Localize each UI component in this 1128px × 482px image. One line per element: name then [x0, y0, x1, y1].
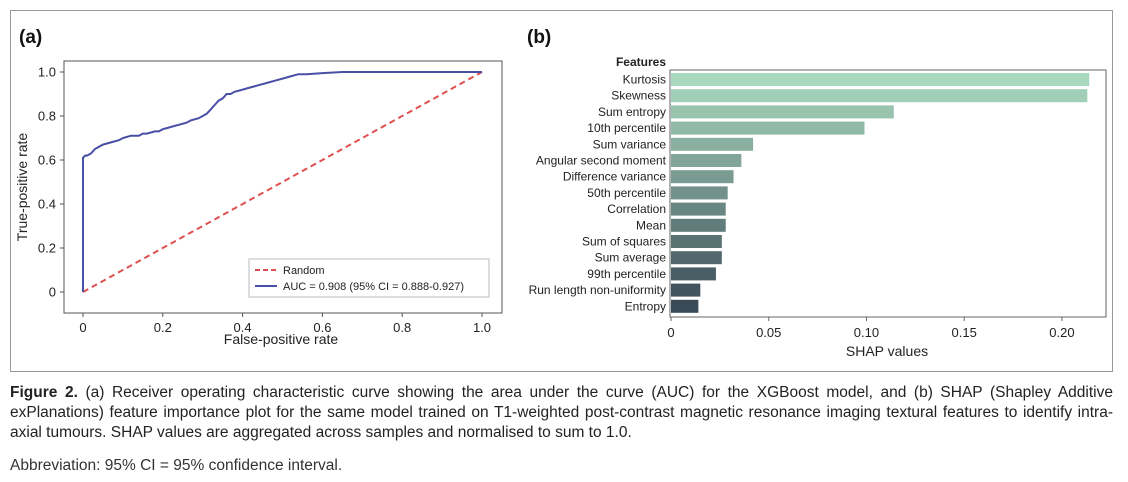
shap-feature-label: Run length non-uniformity — [529, 283, 666, 297]
roc-chart: 0 0.2 0.4 0.6 0.8 1.0 0 0.2 0.4 0.6 0.8 1.0 False-… — [14, 60, 503, 347]
shap-bar — [671, 283, 701, 297]
shap-bar — [671, 218, 726, 232]
roc-series — [82, 71, 483, 293]
legend-random-label: Random — [283, 265, 325, 277]
shap-bar — [671, 170, 734, 184]
shap-feature-labels: Kurtosis Skewness Sum entropy 10th percenti… — [529, 73, 667, 314]
shap-bar — [671, 251, 722, 265]
figure-label: Figure 2. — [10, 384, 78, 401]
shap-feature-label: Difference variance — [563, 170, 666, 184]
roc-x-ticks: 0 0.2 0.4 0.6 0.8 1.0 — [79, 313, 491, 335]
shap-feature-label: 50th percentile — [587, 186, 666, 200]
shap-bar — [671, 154, 742, 167]
shap-x-tick-label: 0.20 — [1049, 325, 1074, 340]
shap-bar — [671, 202, 726, 216]
shap-chart: Features Kurtosis Skewness Sum entropy 10th… — [529, 55, 1107, 359]
shap-feature-label: Correlation — [607, 202, 666, 216]
shap-bar — [671, 73, 1090, 86]
random-line — [82, 71, 483, 293]
shap-x-axis-title: SHAP values — [846, 343, 928, 359]
panel-b-label: (b) — [527, 27, 551, 48]
shap-feature-label: Entropy — [625, 299, 666, 313]
shap-bar — [671, 121, 865, 135]
roc-x-tick-label: 0.6 — [313, 320, 331, 335]
roc-y-tick-label: 0.2 — [38, 241, 56, 256]
shap-bar — [671, 89, 1088, 103]
roc-legend: Random AUC = 0.908 (95% CI = 0.888-0.927… — [248, 258, 490, 298]
shap-bar — [671, 267, 716, 281]
roc-y-tick-label: 0.8 — [38, 109, 56, 124]
roc-legend-box — [248, 258, 490, 298]
shap-feature-label: Angular second moment — [536, 154, 667, 168]
roc-x-tick-label: 0.8 — [393, 320, 411, 335]
roc-curve — [82, 71, 482, 292]
shap-feature-label: 99th percentile — [587, 267, 666, 281]
shap-x-tick-label: 0.10 — [854, 325, 879, 340]
shap-bar — [671, 235, 722, 248]
shap-feature-label: Sum variance — [593, 137, 667, 151]
shap-feature-label: Sum average — [595, 251, 667, 265]
roc-y-axis-title: True-positive rate — [14, 133, 30, 242]
shap-bars — [671, 73, 1090, 313]
shap-feature-label: Sum entropy — [598, 105, 666, 119]
shap-bar — [671, 186, 728, 200]
shap-feature-label: Kurtosis — [623, 73, 666, 87]
panel-a-label: (a) — [19, 27, 42, 48]
roc-x-tick-label: 0.2 — [154, 320, 172, 335]
shap-x-ticks: 0 0.05 0.10 0.15 0.20 — [667, 317, 1075, 340]
roc-y-tick-label: 0.4 — [38, 197, 56, 212]
shap-x-tick-label: 0.05 — [756, 325, 781, 340]
roc-x-tick-label: 1.0 — [473, 320, 491, 335]
roc-y-tick-label: 0.6 — [38, 153, 56, 168]
shap-feature-label: 10th percentile — [587, 121, 666, 135]
roc-x-tick-label: 0.4 — [234, 320, 252, 335]
roc-y-tick-label: 0 — [49, 285, 56, 300]
figure-svg: (a) (b) 0 0.2 0.4 0.6 0.8 1.0 0 0.2 0.4 0.6 0.8 1.… — [14, 27, 1107, 359]
shap-bar — [671, 299, 699, 313]
shap-feature-label: Mean — [636, 218, 666, 232]
roc-x-axis-title: False-positive rate — [224, 331, 339, 347]
shap-bar — [671, 137, 754, 151]
roc-y-ticks: 0 0.2 0.4 0.6 0.8 1.0 — [38, 65, 64, 300]
shap-category-header: Features — [616, 55, 666, 69]
legend-roc-label: AUC = 0.908 (95% CI = 0.888-0.927) — [283, 281, 464, 293]
shap-feature-label: Sum of squares — [582, 235, 666, 249]
caption-text: (a) Receiver operating characteristic cu… — [10, 384, 1113, 441]
figure-frame: (a) (b) 0 0.2 0.4 0.6 0.8 1.0 0 0.2 0.4 0.6 0.8 1.… — [10, 10, 1113, 372]
figure-caption: Figure 2. (a) Receiver operating charact… — [10, 383, 1113, 443]
shap-bar — [671, 105, 894, 119]
shap-feature-label: Skewness — [611, 89, 666, 103]
abbreviation-note: Abbreviation: 95% CI = 95% confidence in… — [10, 457, 343, 474]
roc-y-tick-label: 1.0 — [38, 65, 56, 80]
shap-x-tick-label: 0 — [667, 325, 674, 340]
shap-x-tick-label: 0.15 — [952, 325, 977, 340]
roc-x-tick-label: 0 — [79, 320, 86, 335]
